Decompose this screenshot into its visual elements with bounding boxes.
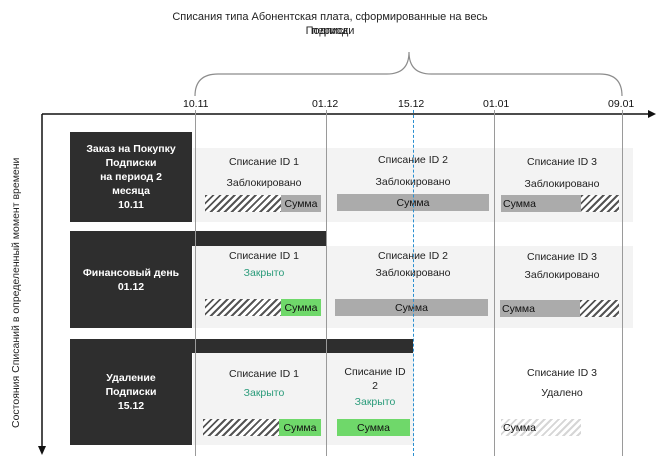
state-title-line: 10.11: [118, 199, 144, 211]
writeoff-id-label: Списание ID 3: [527, 251, 597, 263]
writeoff-status: Закрыто: [354, 396, 396, 408]
state-title-line: месяца: [112, 185, 150, 197]
amount-bar: Сумма: [279, 419, 321, 436]
amount-bar: Сумма: [337, 419, 410, 436]
deleted-amount-bar: Сумма: [501, 419, 581, 436]
state-progress-bar: [192, 231, 326, 246]
state-block-finance-day: Финансовый день 01.12: [70, 231, 192, 328]
state-axis-arrow: [38, 446, 46, 455]
state-title-line: Заказ на Покупку: [86, 143, 176, 155]
writeoff-status: Заблокировано: [375, 176, 451, 188]
amount-bar: Сумма: [501, 195, 581, 212]
writeoff-status: Закрыто: [243, 387, 285, 399]
writeoff-status: Удалено: [541, 387, 583, 399]
date-label-1: 10.11: [183, 98, 209, 110]
writeoff-status: Заблокировано: [226, 177, 302, 189]
writeoff-id-label: Списание ID 1: [229, 368, 299, 380]
state-title-line: 15.12: [117, 400, 145, 412]
date-label-2: 01.12: [312, 98, 339, 110]
amount-bar: Сумма: [335, 299, 488, 316]
amount-bar: Сумма: [500, 300, 580, 317]
state-block-subscription-removal: Удаление Подписки 15.12: [70, 339, 192, 445]
writeoff-id-label: Списание ID 3: [527, 367, 597, 379]
state-block-order: Заказ на Покупку Подписки на период 2 ме…: [70, 132, 192, 222]
date-label-4: 01.01: [483, 98, 510, 110]
period-brace: [194, 51, 623, 97]
writeoff-id-label: 2: [372, 380, 378, 392]
writeoff-status: Заблокировано: [524, 178, 600, 190]
state-title-line: Подписки: [105, 386, 157, 398]
amount-bar: Сумма: [281, 195, 321, 212]
writeoff-id-label: Списание ID 1: [229, 250, 299, 262]
writeoff-status: Заблокировано: [375, 267, 451, 279]
hatched-amount-bar: [205, 299, 281, 316]
y-axis-label: Состояния Списаний в определенный момент…: [10, 157, 22, 428]
date-line-2: [326, 110, 327, 456]
state-title-line: 01.12: [117, 280, 145, 293]
writeoff-id-label: Списание ID 3: [527, 156, 597, 168]
date-line-4: [494, 110, 495, 456]
date-line-3-dashed: [413, 110, 414, 456]
writeoff-status: Закрыто: [243, 267, 285, 279]
hatched-amount-bar: [580, 300, 619, 317]
state-title-line: Удаление: [106, 372, 156, 384]
amount-bar: Сумма: [281, 299, 321, 316]
time-axis-arrow: [648, 110, 656, 118]
state-title-line: Подписки: [105, 157, 157, 169]
hatched-amount-bar: [581, 195, 619, 212]
date-label-3: 15.12: [398, 98, 425, 110]
hatched-amount-bar: [205, 195, 281, 212]
state-progress-bar: [192, 339, 413, 353]
header-line-2: Подписки: [305, 25, 355, 37]
date-line-1: [195, 110, 196, 456]
date-label-5: 09.01: [608, 98, 635, 110]
hatched-amount-bar: [203, 419, 279, 436]
state-title-line: на период 2: [100, 171, 162, 183]
header-line-1: Списания типа Абонентская плата, сформир…: [172, 11, 488, 37]
writeoff-id-label: Списание ID: [344, 366, 406, 378]
writeoff-status: Заблокировано: [524, 269, 600, 281]
writeoff-id-label: Списание ID 1: [229, 156, 299, 168]
state-title-line: Финансовый день: [82, 266, 180, 279]
date-line-5: [622, 110, 623, 456]
